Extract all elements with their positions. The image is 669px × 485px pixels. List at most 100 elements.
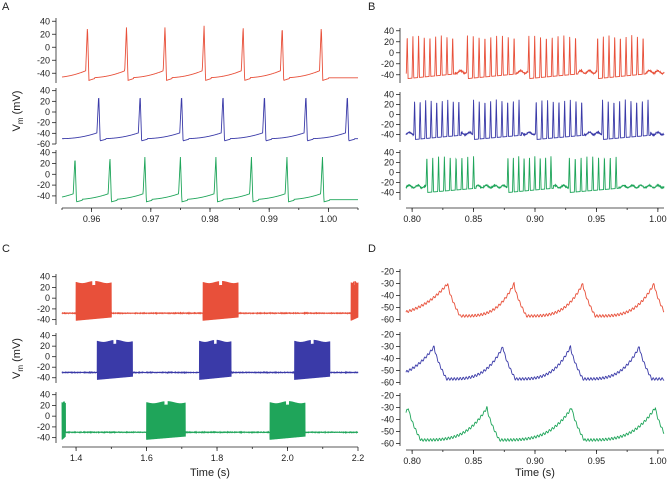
x-tick-label: 0.95 xyxy=(588,214,606,224)
y-tick-label-blue: 20 xyxy=(40,96,50,106)
y-tick-label-blue: -20 xyxy=(37,118,50,128)
x-tick-label: 1.6 xyxy=(140,453,153,463)
y-tick-label-red: 20 xyxy=(40,282,50,292)
x-tick-label: 1.00 xyxy=(649,214,667,224)
y-tick-label-blue: 0 xyxy=(45,107,50,117)
trace-red xyxy=(61,281,359,321)
x-tick-label: 0.80 xyxy=(403,456,421,466)
y-tick-label-green: 0 xyxy=(389,168,394,178)
y-tick-label-red: 40 xyxy=(384,26,394,36)
x-tick-label: 0.99 xyxy=(260,214,278,224)
y-tick-label-green: -40 xyxy=(37,433,50,443)
y-tick-label-green: -50 xyxy=(381,427,394,437)
y-tick-label-red: -50 xyxy=(381,303,394,313)
x-tick-label: 0.90 xyxy=(526,214,544,224)
y-tick-label-blue: -30 xyxy=(381,341,394,351)
y-tick-label-green: -60 xyxy=(381,439,394,449)
x-axis-label: Time (s) xyxy=(190,467,230,479)
panel-letter-b: B xyxy=(368,1,375,13)
y-tick-label-green: 20 xyxy=(40,400,50,410)
x-tick-label: 2.2 xyxy=(352,453,365,463)
y-tick-label-blue: 40 xyxy=(40,86,50,96)
x-tick-label: 0.97 xyxy=(142,214,160,224)
y-tick-label-blue: -40 xyxy=(37,373,50,383)
x-tick-label: 0.95 xyxy=(588,456,606,466)
x-tick-label: 0.98 xyxy=(201,214,219,224)
y-tick-label-blue: 0 xyxy=(389,110,394,120)
x-tick-label: 0.96 xyxy=(83,214,101,224)
y-tick-label-red: -20 xyxy=(381,266,394,276)
trace-blue xyxy=(405,345,665,381)
trace-green xyxy=(405,156,665,193)
y-tick-label-green: -20 xyxy=(37,180,50,190)
y-tick-label-red: 0 xyxy=(45,293,50,303)
y-tick-label-green: -20 xyxy=(381,178,394,188)
y-tick-label-blue: -40 xyxy=(37,128,50,138)
y-tick-label-red: 0 xyxy=(45,42,50,52)
y-axis-label: Vm (mV) xyxy=(11,91,25,132)
x-tick-label: 1.00 xyxy=(320,214,338,224)
y-axis-label: Vm (mV) xyxy=(11,338,25,379)
series-red-group: -20 -30 -40 -50 -60 xyxy=(381,266,665,325)
trace-green xyxy=(61,401,359,440)
y-tick-label-red: 0 xyxy=(389,48,394,58)
x-tick-label: 0.85 xyxy=(465,456,483,466)
y-tick-label-green: 40 xyxy=(40,148,50,158)
y-tick-label-red: -60 xyxy=(381,315,394,325)
y-tick-label-blue: -20 xyxy=(381,329,394,339)
y-tick-label-red: -40 xyxy=(381,70,394,80)
panel-letter-d: D xyxy=(368,243,376,255)
panel-letter-a: A xyxy=(2,1,10,13)
x-axis-label: Time (s) xyxy=(515,467,555,479)
trace-red xyxy=(405,281,665,318)
y-tick-label-red: -20 xyxy=(37,304,50,314)
x-tick-label: 0.80 xyxy=(403,214,421,224)
y-tick-label-red: -40 xyxy=(381,291,394,301)
trace-red xyxy=(405,35,665,80)
y-tick-label-green: 40 xyxy=(384,148,394,158)
trace-red xyxy=(61,25,358,82)
y-tick-label-blue: 40 xyxy=(384,90,394,100)
y-tick-label-green: 0 xyxy=(45,169,50,179)
y-tick-label-red: -40 xyxy=(37,68,50,78)
y-tick-label-red: 20 xyxy=(384,37,394,47)
y-tick-label-blue: 0 xyxy=(45,352,50,362)
series-green-group: -20 -30 -40 -50 -60 xyxy=(381,390,665,449)
y-tick-label-blue: -20 xyxy=(37,362,50,372)
y-tick-label-blue: -60 xyxy=(381,378,394,388)
panel-letter-c: C xyxy=(2,243,10,255)
y-tick-label-red: -40 xyxy=(37,315,50,325)
y-tick-label-red: -30 xyxy=(381,278,394,288)
x-tick-label: 1.4 xyxy=(70,453,83,463)
y-tick-label-green: 20 xyxy=(40,159,50,169)
y-tick-label-green: 40 xyxy=(40,390,50,400)
trace-green xyxy=(61,156,358,203)
y-tick-label-green: 0 xyxy=(45,411,50,421)
panel-a: 40200-20-4040200-20-40-6040200-20-400.96… xyxy=(11,16,359,224)
x-tick-label: 2.0 xyxy=(281,453,294,463)
y-tick-label-blue: -50 xyxy=(381,366,394,376)
x-tick-label: 0.85 xyxy=(465,214,483,224)
trace-blue xyxy=(62,97,358,142)
trace-blue xyxy=(61,339,359,380)
y-tick-label-red: 40 xyxy=(40,272,50,282)
trace-blue xyxy=(405,99,665,140)
trace-green xyxy=(405,406,665,442)
y-tick-label-blue: -60 xyxy=(37,139,50,149)
y-tick-label-blue: -40 xyxy=(381,354,394,364)
panel-d: -20-30-40-50-60-20-30-40-50-60-20-30-40-… xyxy=(381,266,667,479)
y-tick-label-blue: 40 xyxy=(40,331,50,341)
y-tick-label-green: -40 xyxy=(381,188,394,198)
x-tick-label: 0.90 xyxy=(526,456,544,466)
